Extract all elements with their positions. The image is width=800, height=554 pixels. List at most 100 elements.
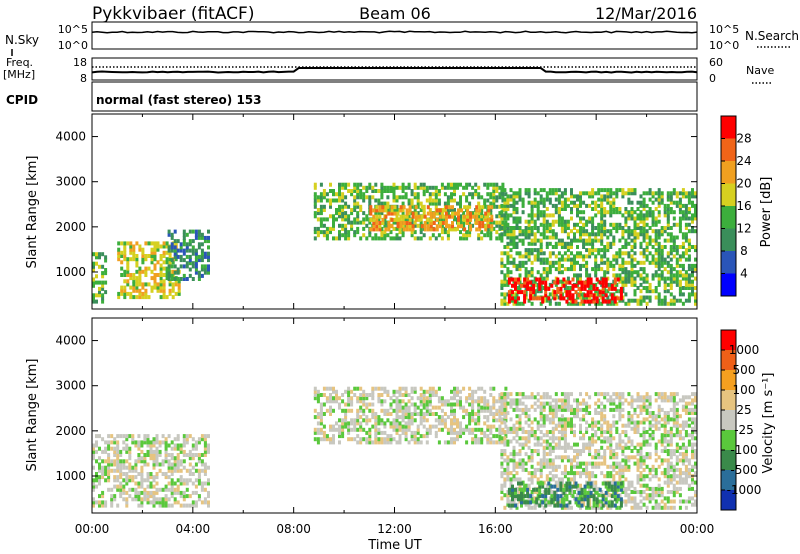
echo-cell [533,395,537,400]
echo-cell [398,408,402,413]
echo-cell [468,230,472,235]
echo-cell [666,232,670,237]
echo-cell [375,208,379,213]
echo-cell [146,497,150,502]
echo-cell [98,264,101,269]
echo-cell [182,242,186,247]
echo-cell [633,502,637,507]
echo-cell [110,503,114,508]
echo-cell [416,424,420,429]
echo-cell [579,423,582,428]
echo-cell [140,484,144,489]
echo-cell [471,192,475,197]
echo-cell [465,185,469,190]
echo-cell [459,230,462,235]
echo-cell [615,226,619,230]
echo-cell [621,282,625,287]
echo-cell [645,301,649,306]
echo-cell [557,455,561,460]
echo-cell [492,424,496,429]
echo-cell [551,213,555,218]
echo-cell [533,407,537,412]
echo-cell [573,260,576,265]
echo-cell [657,439,661,444]
echo-cell [378,221,382,225]
echo-cell [134,468,138,473]
echo-cell [322,230,326,235]
echo-cell [591,505,595,510]
echo-cell [437,399,441,404]
echo-cell [633,298,637,303]
echo-cell [616,277,620,282]
echo-cell [604,299,608,304]
echo-cell [530,203,534,208]
echo-cell [512,398,516,403]
echo-cell [104,472,108,476]
echo-cell [648,238,652,243]
echo-cell [570,301,573,306]
echo-cell [600,200,604,205]
echo-cell [588,442,592,447]
echo-cell [636,392,640,397]
echo-cell [544,280,548,285]
echo-cell [408,224,412,229]
echo-cell [381,208,385,213]
echo-cell [548,436,552,441]
echo-cell [503,263,507,268]
echo-cell [571,277,575,282]
echo-cell [371,412,375,416]
echo-cell [194,254,198,259]
echo-cell [368,220,372,225]
echo-cell [576,407,579,412]
echo-cell [542,210,546,215]
echo-cell [506,270,510,275]
echo-cell [515,439,519,444]
echo-cell [164,440,168,445]
echo-cell [624,464,628,469]
echo-cell [389,440,393,445]
echo-cell [471,415,475,420]
echo-cell [669,248,673,253]
echo-cell [539,436,543,441]
echo-cell [492,192,496,197]
echo-cell [440,217,444,222]
echo-cell [375,205,379,210]
echo-cell [636,477,640,482]
echo-cell [621,464,625,469]
echo-cell [422,233,426,238]
echo-cell [434,185,438,190]
echo-cell [600,203,604,208]
echo-cell [579,276,582,281]
echo-cell [642,260,646,265]
echo-cell [654,499,658,504]
echo-cell [341,434,345,439]
echo-cell [405,227,409,232]
echo-cell [563,439,567,444]
echo-cell [156,260,160,265]
echo-cell [654,426,658,431]
echo-cell [495,434,499,439]
echo-cell [586,299,590,304]
echo-cell [694,257,697,262]
echo-cell [335,396,338,401]
echo-cell [128,453,132,457]
echo-cell [489,220,493,225]
echo-cell [597,398,601,403]
echo-cell [568,280,572,285]
echo-cell [92,497,95,502]
echo-cell [642,251,646,256]
echo-cell [524,191,528,196]
echo-cell [194,468,198,473]
echo-cell [694,245,697,249]
echo-cell [398,393,402,397]
echo-cell [509,270,513,275]
echo-cell [338,427,341,432]
echo-cell [606,270,610,275]
echo-cell [506,197,510,202]
echo-cell [104,271,108,276]
echo-cell [570,464,573,469]
echo-cell [490,227,494,232]
echo-cell [158,440,162,445]
echo-cell [691,203,694,208]
echo-cell [359,399,363,404]
